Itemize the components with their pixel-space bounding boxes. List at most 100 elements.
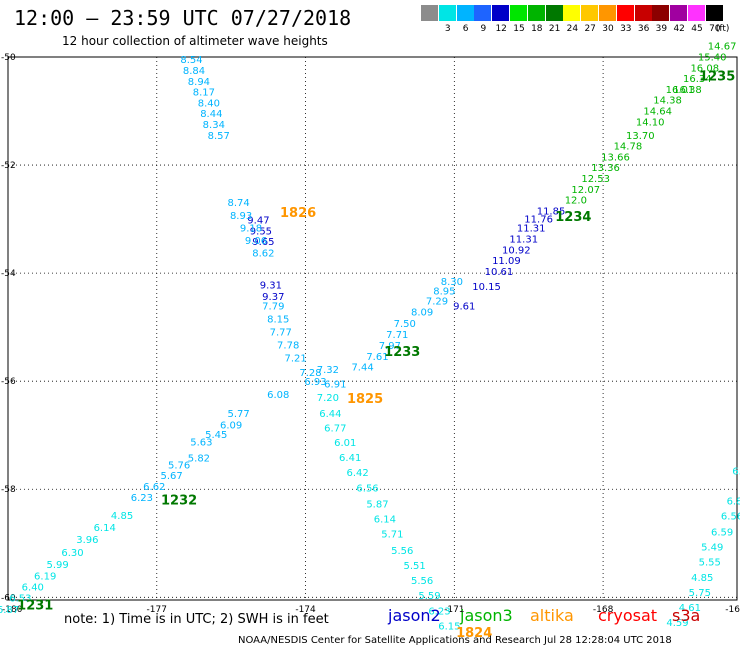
wave-height-value: 13.66 <box>601 152 630 163</box>
color-scale-swatch <box>510 5 527 21</box>
color-scale-swatch <box>456 5 474 21</box>
wave-height-value: 8.95 <box>433 286 455 297</box>
wave-height-value: 16.01 <box>666 85 695 96</box>
wave-height-value: 6.40 <box>22 582 44 593</box>
wave-height-value: 8.34 <box>203 120 225 131</box>
color-scale-swatch <box>421 5 438 21</box>
color-scale-swatch <box>652 5 670 21</box>
color-scale-swatch <box>492 5 510 21</box>
pass-time-label: 1826 <box>280 206 316 221</box>
x-tick-label: -168 <box>593 605 614 615</box>
page-title: 12:00 – 23:59 UTC 07/27/2018 <box>14 6 352 30</box>
color-scale-swatch <box>670 5 688 21</box>
color-scale-swatch <box>616 5 634 21</box>
color-scale-swatch <box>545 5 563 21</box>
wave-height-value: 5.49 <box>701 543 723 554</box>
plot-frame <box>7 56 738 601</box>
wave-height-value: 6.8 <box>727 497 740 508</box>
wave-height-value: 10.61 <box>485 267 514 278</box>
wave-height-value: 6.77 <box>324 424 346 435</box>
wave-height-value: 6.19 <box>34 572 56 583</box>
wave-height-value: 11.31 <box>509 235 538 246</box>
wave-height-value: 12.0 <box>565 196 587 207</box>
wave-height-value: 5.87 <box>366 499 388 510</box>
wave-height-value: 11.09 <box>492 256 521 267</box>
wave-height-value: 9.31 <box>260 280 282 291</box>
wave-height-value: 7.20 <box>317 393 339 404</box>
wave-height-value: 7.32 <box>317 365 339 376</box>
wave-height-value: 8.40 <box>198 98 220 109</box>
wave-height-value: 6.56 <box>721 512 740 523</box>
color-scale-label: 18 <box>531 24 543 34</box>
wave-height-value: 11.31 <box>517 224 546 235</box>
wave-height-value: 12.53 <box>581 174 610 185</box>
wave-height-value: 8.30 <box>441 277 463 288</box>
wave-height-value: 5.82 <box>188 453 210 464</box>
wave-height-value: 12.07 <box>571 185 600 196</box>
pass-time-label: 1824 <box>456 626 492 641</box>
wave-height-value: 8.09 <box>411 307 433 318</box>
wave-height-value: 5.59 <box>418 591 440 602</box>
x-tick-label: -16 <box>725 605 740 615</box>
y-tick-label: -60 <box>1 593 16 603</box>
wave-height-value: 6.56 <box>356 484 378 495</box>
wave-height-value: 5.51 <box>404 561 426 572</box>
wave-height-value: 14.64 <box>643 106 672 117</box>
wave-height-value: 7.50 <box>394 319 416 330</box>
mission-label-jason2: jason2 <box>388 606 441 625</box>
wave-height-value: 14.67 <box>708 42 737 53</box>
wave-height-value: 8.15 <box>267 315 289 326</box>
wave-height-value: 9.37 <box>262 292 284 303</box>
wave-height-value: 16.08 <box>690 63 719 74</box>
wave-height-value: 10.92 <box>502 245 531 256</box>
wave-height-value: 7.44 <box>351 363 373 374</box>
wave-height-value: 6.23 <box>428 606 450 617</box>
y-tick-label: -56 <box>1 377 16 387</box>
color-scale-label: 39 <box>655 24 668 34</box>
wave-height-value: 13.36 <box>591 163 620 174</box>
color-scale-label: 27 <box>584 24 596 34</box>
color-scale-unit: (ft) <box>715 24 730 34</box>
wave-height-value: 9.61 <box>453 302 475 313</box>
pass-time-label: 1235 <box>699 69 735 84</box>
color-scale-label: 6 <box>462 24 469 34</box>
wave-height-value: 6. <box>732 466 740 477</box>
wave-height-value: 6.93 <box>304 377 326 388</box>
pass-time-label: 1232 <box>161 494 197 509</box>
wave-height-value: 5.56 <box>391 546 413 557</box>
wave-height-value: 5.63 <box>190 438 212 449</box>
wave-height-value: 16.34 <box>683 74 712 85</box>
wave-height-value: 8.44 <box>200 109 222 120</box>
color-scale-swatch <box>581 5 599 21</box>
wave-height-value: 5.67 <box>161 471 183 482</box>
color-scale-label: 9 <box>480 24 487 34</box>
color-scale-label: 33 <box>620 24 632 34</box>
wave-height-value: 7.71 <box>386 330 408 341</box>
mission-label-s3a: s3a <box>672 606 701 625</box>
wave-height-value: 6.30 <box>61 548 83 559</box>
x-tick-label: -180 <box>2 605 23 615</box>
wave-height-value: 6.14 <box>374 514 396 525</box>
wave-height-value: 5.75 <box>689 588 711 599</box>
wave-height-value: 5.77 <box>227 409 249 420</box>
y-tick-label: -50 <box>1 53 16 63</box>
wave-height-value: 6.42 <box>346 468 368 479</box>
x-tick-label: -174 <box>295 605 316 615</box>
wave-height-value: 5.45 <box>205 430 227 441</box>
wave-height-value: 9.55 <box>250 226 272 237</box>
wave-height-value: 6.44 <box>319 409 341 420</box>
color-scale-label: 70 <box>709 24 721 34</box>
color-scale-label: 30 <box>602 24 614 34</box>
x-tick-label: -177 <box>147 605 167 615</box>
pass-time-label: 1234 <box>555 210 591 225</box>
wave-height-value: 9.06 <box>245 236 267 247</box>
wave-height-value: 5.55 <box>699 558 721 569</box>
x-tick-label: -171 <box>444 605 464 615</box>
wave-height-value: 7.97 <box>379 341 401 352</box>
wave-height-value: 11.76 <box>524 215 553 226</box>
color-scale-swatch <box>563 5 581 21</box>
color-scale-swatch <box>688 5 705 21</box>
wave-height-value: 8.57 <box>208 131 230 142</box>
wave-height-value: 14.10 <box>636 117 665 128</box>
